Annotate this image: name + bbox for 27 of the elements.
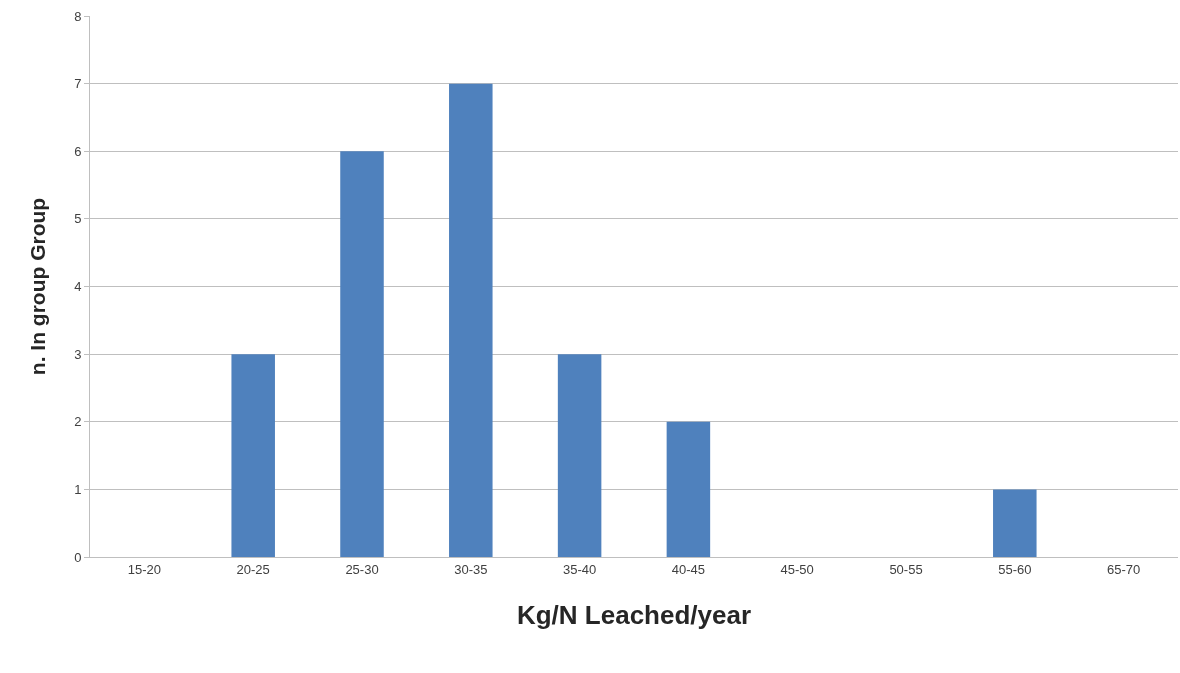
x-axis-title: Kg/N Leached/year [516,600,752,631]
x-tick-label: 65-70 [1106,561,1141,577]
x-tick-label: 50-55 [889,561,923,577]
y-tick-label: 7 [74,76,82,92]
x-tick-label: 35-40 [562,561,597,577]
y-tick-label: 5 [74,211,82,227]
x-tick-label: 45-50 [780,561,814,577]
y-tick-label: 1 [74,481,82,497]
y-tick-label: 4 [74,279,82,295]
x-tick-label: 25-30 [345,561,379,577]
x-tick-label: 40-45 [671,561,706,577]
bar [449,83,493,557]
y-tick-label: 2 [74,414,82,430]
y-tick-label: 3 [74,346,82,362]
bar [993,489,1037,557]
x-tick-label: 15-20 [127,561,162,577]
y-tick-label: 6 [74,143,82,159]
y-axis-title: n. In group Group [26,197,50,376]
x-tick-label: 55-60 [998,561,1032,577]
bar [231,354,275,557]
y-tick-label: 0 [74,549,82,565]
x-tick-label: 30-35 [454,561,488,577]
bar [666,421,711,557]
bar [557,354,602,557]
y-tick-label: 8 [74,8,82,24]
x-tick-label: 20-25 [236,561,270,577]
bar [340,151,384,557]
